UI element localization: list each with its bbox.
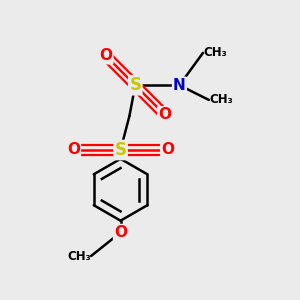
Text: CH₃: CH₃ <box>209 93 232 106</box>
Text: CH₃: CH₃ <box>68 250 91 262</box>
Text: O: O <box>67 142 80 158</box>
Text: O: O <box>114 225 127 240</box>
Text: S: S <box>115 141 127 159</box>
Text: S: S <box>129 76 141 94</box>
Text: O: O <box>161 142 174 158</box>
Text: O: O <box>99 48 112 63</box>
Text: O: O <box>158 107 171 122</box>
Text: N: N <box>173 78 186 93</box>
Text: CH₃: CH₃ <box>203 46 227 59</box>
